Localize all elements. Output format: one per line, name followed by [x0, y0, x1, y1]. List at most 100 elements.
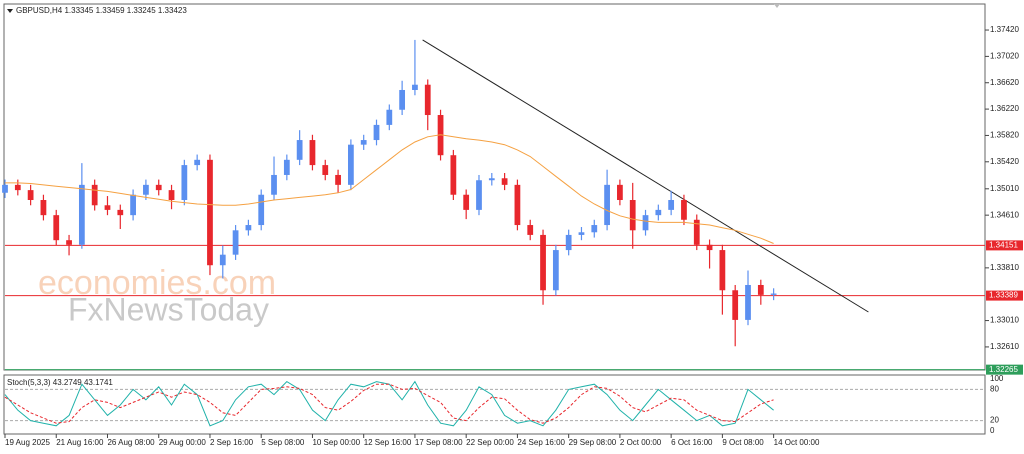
candle-body — [130, 194, 136, 216]
candle-body — [232, 230, 239, 255]
x-tick-label: 21 Aug 16:00 — [56, 438, 104, 447]
candle-body — [219, 254, 226, 266]
x-tick-label: 10 Sep 00:00 — [312, 438, 360, 447]
level-label: 1.33389 — [989, 291, 1018, 300]
corner-arrow — [774, 4, 780, 8]
candle-body — [578, 232, 585, 235]
candle-body — [14, 184, 21, 191]
x-tick-label: 2 Sep 16:00 — [210, 438, 254, 447]
candle-body — [194, 159, 201, 166]
y-tick-label: 1.32610 — [990, 342, 1019, 351]
candle-body — [296, 140, 303, 160]
candle-body — [668, 200, 675, 210]
y-tick-label: 1.34610 — [990, 210, 1019, 219]
candle-body — [540, 234, 546, 291]
candle-body — [78, 184, 85, 245]
indicator-tick-label: 0 — [990, 426, 995, 435]
candle-body — [155, 184, 162, 191]
x-tick-label: 2 Oct 00:00 — [620, 438, 662, 447]
candle-body — [450, 155, 457, 195]
candle-body — [552, 250, 559, 291]
candle-body — [117, 209, 124, 216]
candle-body — [706, 244, 713, 251]
candle-body — [745, 284, 751, 320]
candle-body — [283, 159, 290, 175]
trendline — [422, 39, 869, 313]
x-tick-label: 17 Sep 08:00 — [415, 438, 463, 447]
candle-body — [40, 200, 47, 216]
candle-body — [501, 178, 508, 185]
candle-body — [360, 140, 367, 145]
candle-body — [104, 205, 111, 210]
candle-body — [565, 234, 572, 251]
candle-body — [91, 184, 98, 206]
candle-body — [245, 225, 252, 231]
candle-body — [386, 109, 393, 125]
candle-body — [681, 200, 687, 220]
candle-body — [770, 293, 777, 295]
candle-body — [476, 180, 482, 210]
x-tick-label: 12 Sep 16:00 — [364, 438, 412, 447]
candle-body — [463, 194, 470, 210]
candle-body — [514, 184, 521, 226]
y-tick-label: 1.35820 — [990, 131, 1019, 140]
candle-body — [207, 159, 213, 266]
candle-body — [143, 184, 149, 195]
level-label: 1.34151 — [989, 241, 1018, 250]
candle-body — [335, 174, 341, 185]
candle-body — [591, 225, 598, 233]
x-tick-label: 14 Oct 00:00 — [774, 438, 820, 447]
candle-body — [309, 140, 316, 166]
x-tick-label: 29 Aug 00:00 — [159, 438, 207, 447]
candle-body — [53, 215, 60, 241]
candle-body — [604, 184, 610, 226]
candle-body — [642, 215, 649, 231]
x-tick-label: 9 Oct 08:00 — [722, 438, 764, 447]
y-tick-label: 1.36620 — [990, 78, 1019, 87]
x-tick-label: 5 Sep 08:00 — [261, 438, 305, 447]
y-tick-label: 1.37420 — [990, 25, 1019, 34]
level-label: 1.32265 — [989, 365, 1018, 374]
candle-body — [66, 240, 72, 245]
candle-body — [693, 219, 700, 245]
moving-average — [5, 134, 774, 244]
y-tick-label: 1.35420 — [990, 157, 1019, 166]
candle-body — [655, 209, 662, 216]
indicator-tick-label: 100 — [990, 374, 1004, 383]
candle-body — [629, 200, 636, 231]
x-tick-label: 26 Aug 08:00 — [107, 438, 155, 447]
x-tick-label: 24 Sep 16:00 — [517, 438, 565, 447]
x-tick-label: 19 Aug 2025 — [5, 438, 50, 447]
candle-body — [617, 184, 623, 201]
candle-body — [168, 190, 175, 201]
indicator-frame — [3, 374, 986, 435]
stoch-k — [4, 380, 774, 427]
indicator-tick-label: 80 — [990, 385, 999, 394]
menu-arrow[interactable] — [7, 9, 13, 13]
y-tick-label: 1.37020 — [990, 51, 1019, 60]
candle-body — [322, 165, 329, 175]
candle-body — [424, 84, 431, 116]
candle-body — [271, 174, 277, 195]
x-tick-label: 6 Oct 16:00 — [671, 438, 713, 447]
level-label-box — [986, 290, 1023, 301]
y-tick-label: 1.33810 — [990, 263, 1019, 272]
y-tick-label: 1.33010 — [990, 316, 1019, 325]
candle-body — [719, 250, 726, 291]
x-tick-label: 29 Sep 08:00 — [569, 438, 617, 447]
indicator-title: Stoch(5,3,3) 43.2749 43.1741 — [7, 378, 113, 387]
candle-body — [488, 178, 495, 181]
candle-body — [27, 190, 34, 201]
level-label-box — [986, 240, 1023, 251]
candle-body — [258, 194, 265, 226]
candle-body — [181, 165, 188, 201]
chart-title: GBPUSD,H4 1.33345 1.33459 1.33245 1.3342… — [16, 6, 187, 15]
level-label-box — [986, 364, 1023, 375]
indicator-tick-label: 20 — [990, 416, 999, 425]
candle-body — [348, 144, 354, 185]
y-tick-label: 1.35010 — [990, 184, 1019, 193]
candle-body — [732, 290, 739, 320]
candle-body — [2, 184, 8, 193]
x-tick-label: 22 Sep 00:00 — [466, 438, 514, 447]
